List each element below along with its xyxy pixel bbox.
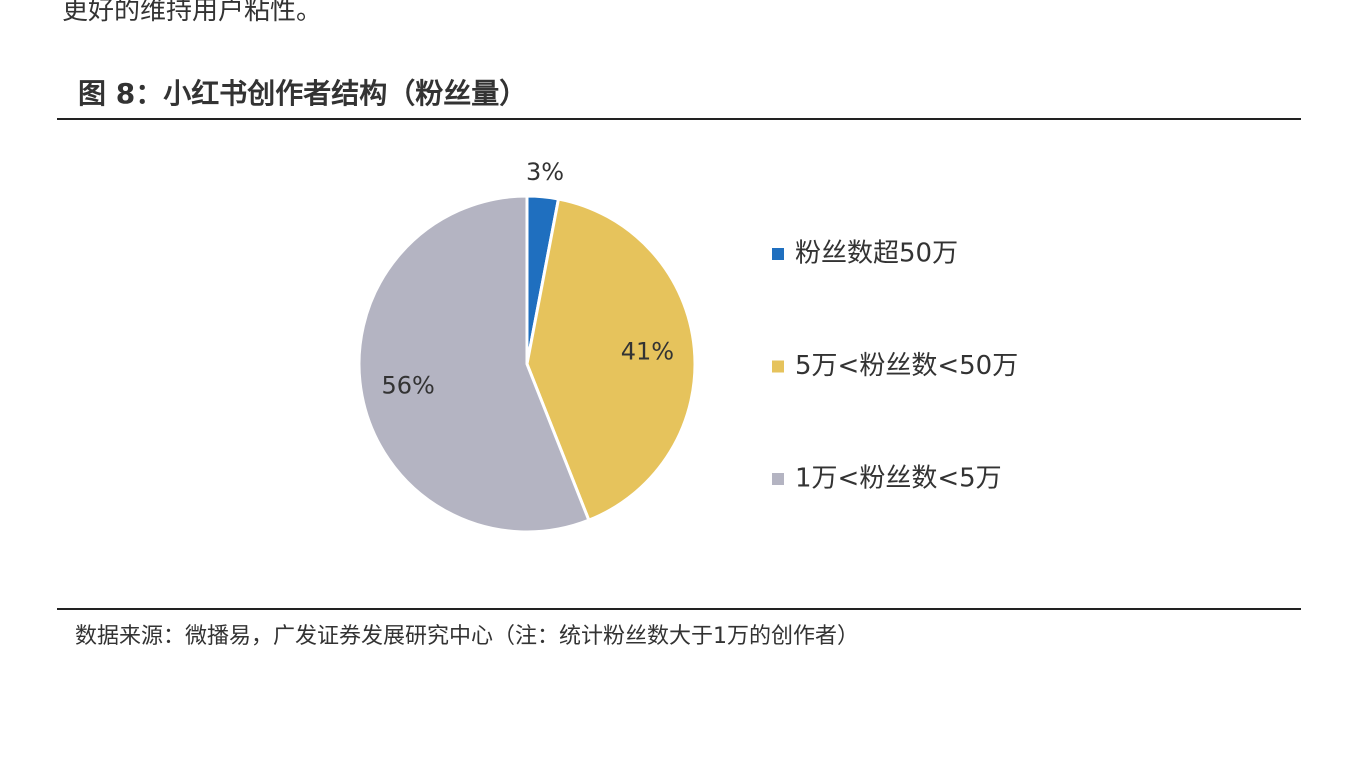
- chart-title: 图 8：小红书创作者结构（粉丝量）: [78, 77, 527, 110]
- legend-swatch: [772, 360, 784, 373]
- pie-slice: [357, 194, 591, 534]
- pie-slice: [525, 197, 697, 523]
- intro-text: 更好的维持用户粘性。: [62, 0, 322, 26]
- legend-swatch: [772, 248, 784, 260]
- legend-label: 粉丝数超50万: [795, 239, 958, 269]
- legend-label: 1万<粉丝数<5万: [795, 464, 1002, 494]
- data-label: 3%: [526, 158, 564, 186]
- source: 数据来源：微播易，广发证券发展研究中心（注：统计粉丝数大于1万的创作者）: [75, 624, 859, 649]
- legend-swatch: [772, 473, 784, 485]
- legend-label: 5万<粉丝数<50万: [795, 351, 1018, 381]
- data-label: 56%: [382, 372, 435, 400]
- data-label: 41%: [621, 338, 674, 366]
